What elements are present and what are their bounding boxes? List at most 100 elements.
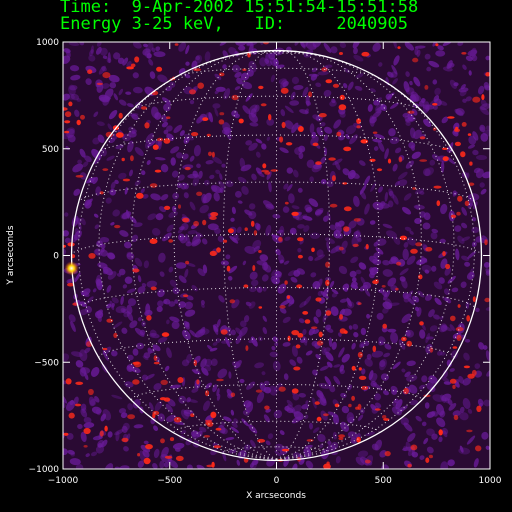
noise-blob [245, 140, 253, 146]
hot-spot [454, 141, 461, 147]
noise-blob [480, 188, 487, 195]
hot-spot [160, 438, 165, 444]
noise-blob [291, 76, 300, 85]
noise-blob [376, 312, 384, 320]
hot-spot [325, 279, 330, 286]
axis-ticks: −1000 −500 0 500 1000 −1000 −500 0 500 1000 [29, 38, 502, 486]
noise-blob [410, 91, 419, 103]
noise-blob [184, 301, 193, 310]
noise-blob [351, 342, 356, 350]
noise-blob [395, 147, 402, 154]
noise-blob [242, 105, 251, 115]
noise-blob [146, 160, 151, 165]
hot-spot [185, 260, 190, 265]
noise-blob [178, 395, 187, 404]
noise-blob [140, 188, 145, 194]
noise-blob [79, 172, 87, 180]
noise-blob [124, 187, 128, 195]
hot-spot [83, 445, 88, 448]
noise-blob [96, 240, 104, 248]
hot-spot [469, 161, 473, 166]
hot-spot [475, 445, 482, 452]
noise-blob [90, 45, 94, 54]
noise-blob [372, 382, 383, 391]
hot-spot [121, 157, 125, 162]
noise-blob [275, 274, 282, 280]
hot-spot [419, 136, 426, 140]
noise-blob [248, 203, 256, 210]
noise-blob [401, 206, 412, 215]
noise-blob [263, 286, 267, 292]
hot-spot [163, 397, 171, 402]
noise-blob [298, 145, 306, 153]
noise-blob [240, 164, 252, 172]
noise-blob [225, 128, 232, 140]
noise-blob [83, 422, 95, 429]
hot-spot [149, 183, 158, 188]
noise-blob [310, 272, 317, 278]
hot-spot [87, 69, 93, 74]
noise-blob [100, 249, 108, 257]
noise-blob [272, 47, 285, 56]
noise-blob [349, 270, 357, 278]
noise-blob [97, 262, 108, 269]
hot-spot [471, 369, 477, 376]
noise-blob [361, 368, 366, 375]
noise-blob [263, 414, 270, 423]
noise-blob [422, 168, 431, 177]
noise-blob [213, 325, 219, 335]
hot-spot [174, 43, 179, 46]
noise-blob [70, 321, 76, 332]
noise-blob [406, 360, 416, 367]
noise-blob [171, 321, 180, 330]
noise-blob [250, 439, 256, 448]
hot-spot [163, 138, 171, 144]
noise-blob [353, 47, 358, 55]
hot-spot [106, 318, 113, 323]
noise-blob [292, 169, 299, 178]
noise-blob [404, 226, 412, 232]
noise-blob [393, 55, 400, 66]
noise-blob [392, 42, 397, 49]
hot-spot [428, 454, 433, 459]
noise-blob [358, 414, 364, 421]
hot-spot [126, 66, 134, 70]
noise-blob [317, 433, 326, 443]
noise-blob [401, 368, 406, 373]
noise-blob [141, 374, 149, 381]
noise-blob [85, 305, 93, 314]
noise-blob [172, 442, 185, 450]
hot-spot [395, 287, 399, 291]
noise-blob [118, 408, 127, 414]
hot-spot [284, 201, 289, 205]
noise-blob [158, 252, 166, 263]
hot-spot [102, 168, 109, 172]
noise-blob [414, 217, 422, 225]
noise-blob [402, 248, 409, 261]
noise-blob [129, 216, 137, 224]
noise-blob [418, 100, 425, 107]
hot-spot [144, 122, 150, 129]
noise-blob [382, 390, 390, 396]
noise-blob [220, 260, 229, 266]
noise-blob [453, 82, 459, 87]
noise-blob [255, 138, 263, 144]
noise-blob [244, 245, 256, 255]
noise-blob [347, 384, 353, 391]
noise-blob [451, 287, 459, 293]
noise-blob [471, 217, 477, 222]
noise-blob [368, 370, 374, 381]
noise-blob [298, 392, 306, 398]
noise-blob [355, 456, 365, 466]
noise-blob [80, 403, 87, 411]
hot-spot [472, 296, 476, 303]
noise-blob [312, 163, 322, 170]
noise-blob [203, 179, 210, 186]
noise-blob [248, 112, 258, 123]
noise-blob [483, 399, 490, 407]
noise-blob [268, 385, 278, 396]
noise-blob [118, 268, 126, 276]
hot-spot [83, 427, 91, 435]
hot-spot [348, 403, 352, 408]
hot-spot [104, 425, 108, 432]
